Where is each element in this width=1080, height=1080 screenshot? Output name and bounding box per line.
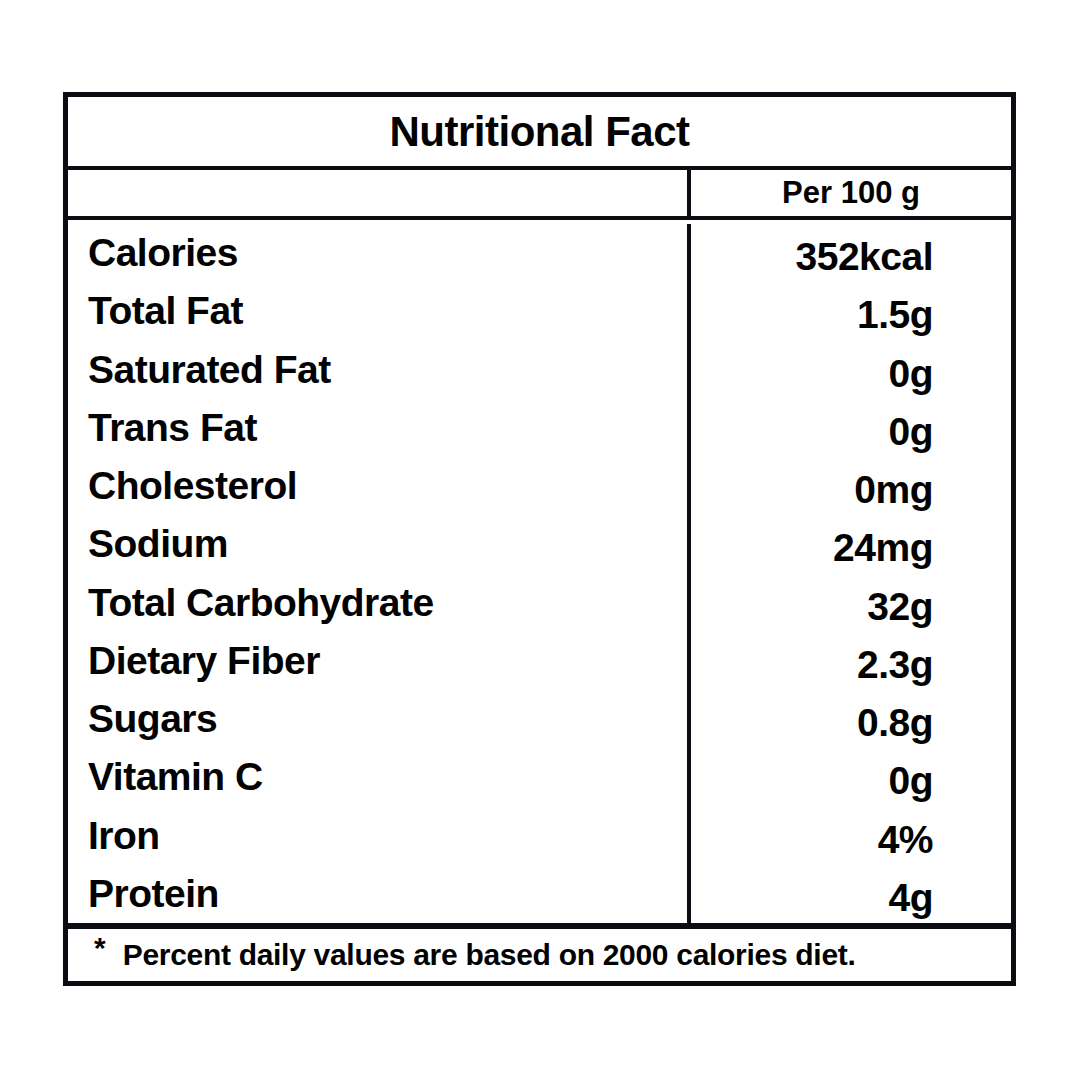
- footnote-asterisk: *: [94, 931, 106, 965]
- page-background: Nutritional Fact Per 100 g Calories 352k…: [0, 0, 1080, 1080]
- nutrient-value: 0mg: [687, 457, 1011, 515]
- footnote-text: Percent daily values are based on 2000 c…: [123, 938, 856, 972]
- nutrient-label: Calories: [68, 224, 687, 282]
- table-row: Sugars 0.8g: [68, 690, 1011, 748]
- table-row: Sodium 24mg: [68, 515, 1011, 573]
- page-title: Nutritional Fact: [389, 108, 689, 156]
- nutrient-value: 352kcal: [687, 224, 1011, 282]
- nutrient-label: Cholesterol: [68, 457, 687, 515]
- nutrient-label: Total Carbohydrate: [68, 574, 687, 632]
- nutrient-value: 0g: [687, 341, 1011, 399]
- table-row: Total Carbohydrate 32g: [68, 574, 1011, 632]
- nutrient-value: 2.3g: [687, 632, 1011, 690]
- nutrient-label: Iron: [68, 807, 687, 865]
- table-row: Trans Fat 0g: [68, 399, 1011, 457]
- table-row: Dietary Fiber 2.3g: [68, 632, 1011, 690]
- nutrient-value: 4%: [687, 807, 1011, 865]
- table-row: Calories 352kcal: [68, 224, 1011, 282]
- nutrient-label: Total Fat: [68, 282, 687, 340]
- table-row: Total Fat 1.5g: [68, 282, 1011, 340]
- amount-column-header: Per 100 g: [782, 175, 920, 211]
- table-row: Vitamin C 0g: [68, 748, 1011, 806]
- nutrient-value: 1.5g: [687, 282, 1011, 340]
- nutrient-value: 4g: [687, 865, 1011, 923]
- table-row: Cholesterol 0mg: [68, 457, 1011, 515]
- nutrient-label: Vitamin C: [68, 748, 687, 806]
- nutrient-label: Protein: [68, 865, 687, 923]
- nutrient-label: Trans Fat: [68, 399, 687, 457]
- nutrient-label: Saturated Fat: [68, 341, 687, 399]
- footnote-row: * Percent daily values are based on 2000…: [68, 923, 1011, 981]
- nutrient-label: Sodium: [68, 515, 687, 573]
- column-header-row: Per 100 g: [68, 170, 1011, 220]
- table-row: Saturated Fat 0g: [68, 341, 1011, 399]
- header-empty-cell: [68, 170, 687, 216]
- nutrient-label: Sugars: [68, 690, 687, 748]
- nutrient-table-body: Calories 352kcal Total Fat 1.5g Saturate…: [68, 220, 1011, 923]
- amount-column-header-cell: Per 100 g: [687, 170, 1011, 216]
- label-title-row: Nutritional Fact: [68, 97, 1011, 170]
- nutrient-value: 0g: [687, 748, 1011, 806]
- nutrient-value: 24mg: [687, 515, 1011, 573]
- table-row: Iron 4%: [68, 807, 1011, 865]
- nutrient-value: 32g: [687, 574, 1011, 632]
- nutrition-facts-label: Nutritional Fact Per 100 g Calories 352k…: [63, 92, 1016, 986]
- nutrient-label: Dietary Fiber: [68, 632, 687, 690]
- nutrient-value: 0.8g: [687, 690, 1011, 748]
- table-row: Protein 4g: [68, 865, 1011, 923]
- nutrient-value: 0g: [687, 399, 1011, 457]
